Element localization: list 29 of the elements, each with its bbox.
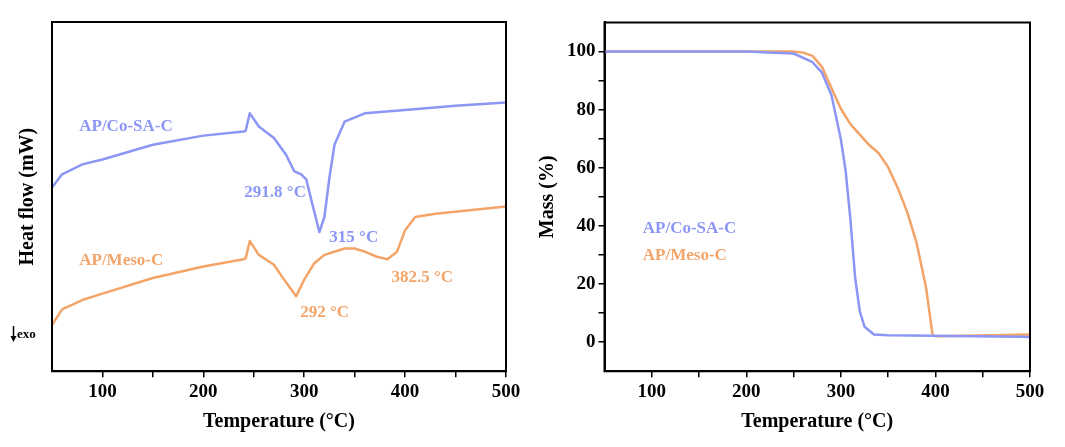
annotation: 382.5 °C bbox=[391, 266, 454, 286]
x-tick-label: 400 bbox=[921, 379, 950, 401]
y-axis-title: Mass (%) bbox=[535, 155, 559, 239]
y-tick-label: 60 bbox=[576, 155, 596, 177]
text: AP/Co-SA-C bbox=[642, 217, 737, 237]
x-tick-label: 500 bbox=[491, 379, 521, 401]
annotation: 292 °C bbox=[300, 301, 349, 321]
x-tick-label: 300 bbox=[289, 379, 319, 401]
x-axis-title: Temperature (°C) bbox=[741, 409, 894, 433]
y-tick-label: 100 bbox=[567, 39, 596, 61]
x-axis-title: Temperature (°C) bbox=[203, 409, 355, 433]
annotation: 291.8 °C bbox=[244, 182, 306, 202]
y-axis-title: Heat flow (mW) bbox=[15, 127, 39, 266]
series-label: AP/Co-SA-C bbox=[79, 116, 173, 136]
x-tick-label: 300 bbox=[826, 379, 856, 401]
x-tick-label: 500 bbox=[1015, 379, 1045, 401]
x-tick-label: 200 bbox=[189, 379, 218, 401]
y-tick-label: 40 bbox=[576, 213, 596, 235]
text: AP/Meso-C bbox=[642, 244, 727, 264]
y-tick-label: 80 bbox=[576, 97, 596, 119]
x-tick-label: 200 bbox=[732, 379, 761, 401]
text: exo bbox=[17, 326, 36, 342]
x-tick-label: 100 bbox=[88, 379, 117, 401]
series-label: AP/Meso-C bbox=[79, 250, 164, 270]
annotation: 315 °C bbox=[329, 227, 379, 247]
x-tick-label: 100 bbox=[637, 379, 667, 401]
y-tick-label: 20 bbox=[576, 271, 596, 293]
x-tick-label: 400 bbox=[390, 379, 420, 401]
y-tick-label: 0 bbox=[586, 330, 596, 352]
